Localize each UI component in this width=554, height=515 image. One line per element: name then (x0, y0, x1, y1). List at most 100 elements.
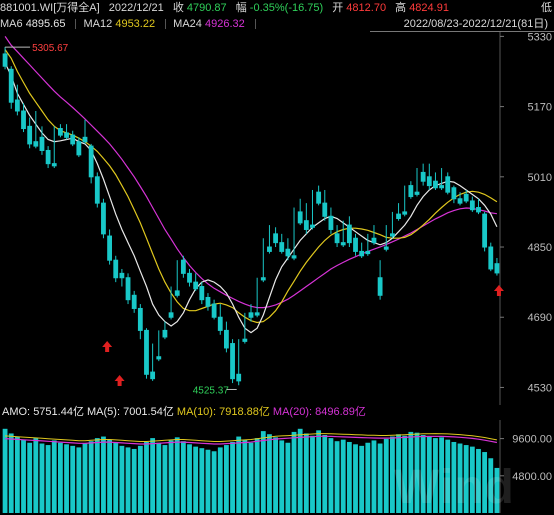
price-tick-label: 4690 (528, 312, 552, 324)
price-tick-label: 5170 (528, 102, 552, 114)
candle-body (88, 145, 94, 178)
candle-body (144, 329, 149, 375)
candle-body (8, 68, 14, 103)
volume-bar (2, 428, 8, 513)
candle-body (113, 259, 119, 279)
volume-bar (297, 428, 303, 513)
change-value: -0.35%(-16.75) (249, 2, 324, 14)
volume-tick-label: 4800.00 (512, 471, 552, 483)
volume-bar (230, 441, 235, 513)
volume-bar (131, 448, 137, 513)
high-annotation: 5305.67 (32, 43, 69, 54)
volume-tick-label: 9600.00 (512, 434, 552, 446)
volume-bar (451, 441, 457, 513)
candle-body (463, 193, 469, 202)
ma6-label: MA6 (0, 18, 23, 30)
candle-body (21, 110, 26, 130)
volume-bar (39, 443, 45, 513)
volume-bar (101, 436, 106, 513)
up-arrow-icon (102, 341, 113, 352)
volume-bar (371, 440, 377, 513)
volume-bar (285, 442, 291, 513)
candle-body (174, 290, 180, 296)
candle-body (396, 213, 401, 220)
volume-bar (242, 439, 248, 513)
candle-body (451, 187, 457, 200)
candle-body (162, 329, 168, 338)
vol-ma5-value: 7001.54亿 (123, 406, 174, 418)
candle-body (457, 198, 463, 204)
volume-bar (236, 436, 242, 513)
candle-body (76, 141, 82, 156)
volume-bar (168, 440, 174, 513)
candle-body (334, 233, 340, 244)
volume-bar (45, 445, 51, 513)
candle-body (285, 248, 291, 257)
volume-bar (291, 431, 297, 513)
candle-body (137, 307, 143, 331)
volume-bar (162, 445, 168, 513)
candle-body (101, 202, 106, 235)
volume-bar (113, 441, 119, 513)
volume-bar (433, 438, 438, 513)
candle-body (328, 215, 334, 230)
volume-bar (217, 447, 223, 513)
volume-bar (334, 441, 340, 513)
ma12-line (4, 49, 498, 324)
candle-body (445, 176, 451, 193)
volume-bar (310, 435, 315, 513)
candle-body (248, 312, 254, 318)
ma-legend: MA6 4895.65 MA12 4953.22 MA24 4926.32 20… (0, 16, 554, 32)
volume-bar (254, 438, 260, 513)
volume-bar (33, 438, 39, 513)
candle-body (353, 237, 358, 252)
candle-body (199, 286, 205, 301)
volume-bar (340, 439, 346, 513)
volume-bar (494, 467, 500, 513)
volume-bar (8, 433, 14, 513)
candle-body (469, 200, 475, 211)
candle-body (273, 233, 278, 244)
volume-bar (21, 439, 26, 513)
volume-bar (180, 441, 186, 513)
candle-body (187, 272, 192, 283)
volume-ma10-line (5, 433, 497, 442)
volume-bar (199, 448, 205, 513)
candle-body (45, 149, 51, 165)
date-range[interactable]: 2022/08/23-2022/12/21(81日) (403, 18, 548, 30)
volume-bar (27, 442, 33, 513)
volume-bar (439, 437, 444, 513)
volume-bar (211, 451, 217, 513)
change-label: 幅 (235, 2, 247, 14)
high-value: 4824.91 (409, 2, 449, 14)
candle-body (310, 224, 315, 228)
volume-bar (144, 441, 149, 513)
candle-body (488, 246, 494, 270)
candle-body (168, 312, 174, 318)
volume-bar (150, 438, 156, 513)
volume-bar (476, 448, 481, 513)
quote-date: 2022/12/21 (108, 2, 164, 14)
volume-bar (279, 440, 285, 513)
instrument-code[interactable]: 881001.WI[万得全A] (0, 2, 100, 14)
volume-bar (58, 442, 63, 513)
candle-body (359, 250, 365, 257)
candle-body (402, 211, 408, 215)
volume-bar (383, 438, 389, 513)
ma24-value: 4926.32 (204, 18, 245, 30)
volume-ma20-line (5, 435, 498, 445)
vol-ma10-value: 7918.88亿 (219, 406, 270, 418)
candle-body (217, 316, 223, 331)
ma24-label: MA24 (173, 18, 202, 30)
separator (75, 19, 77, 30)
separator (165, 19, 167, 30)
candle-body (420, 171, 426, 182)
candle-body (150, 371, 156, 380)
volume-bar (273, 437, 278, 513)
candle-body (439, 185, 444, 189)
candle-body (494, 263, 500, 274)
candle-body (64, 132, 69, 138)
ma12-value: 4953.22 (115, 18, 156, 30)
price-tick-label: 4530 (528, 382, 552, 394)
candlestick-chart[interactable]: 5330 5170 5010 4850 4690 4530 5305.67 4525.37 (0, 32, 554, 405)
